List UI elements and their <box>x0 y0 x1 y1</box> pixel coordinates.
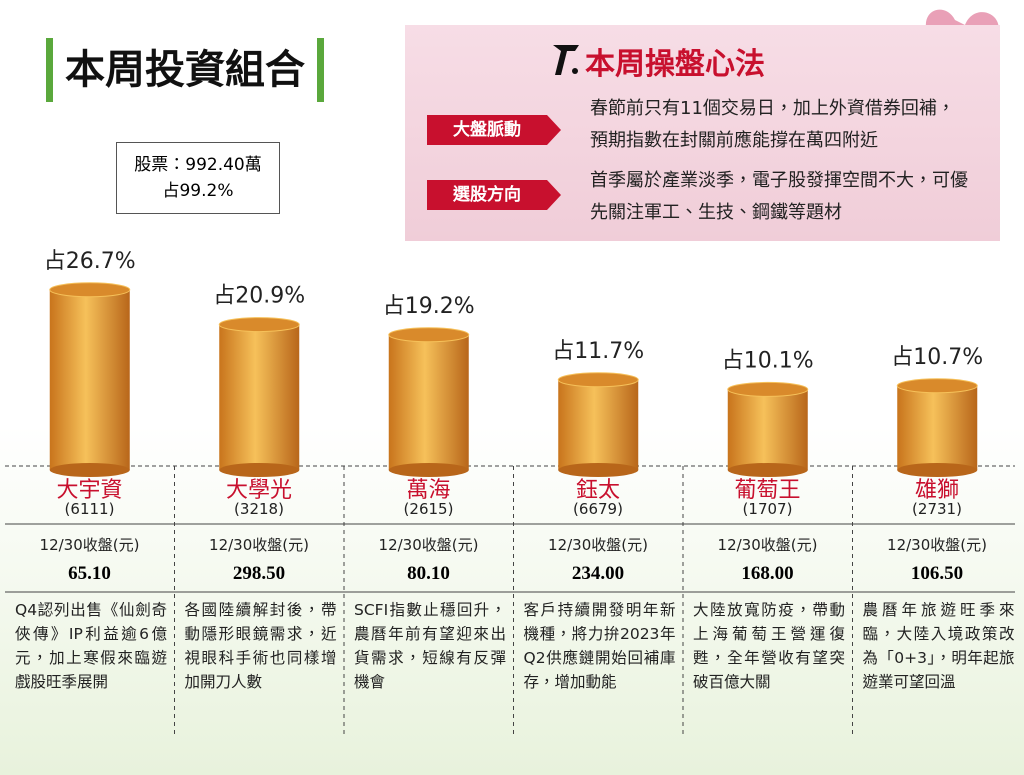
cylinder-top <box>49 282 131 298</box>
note: 各國陸續解封後，帶動隱形眼鏡需求，近視眼科手術也同樣增加開刀人數 <box>184 601 337 691</box>
value-label: 占26.7% <box>44 249 136 274</box>
note: 客戶持續開發明年新機種，將力拚2023年Q2供應鏈開始回補庫存，增加動能 <box>523 601 676 691</box>
cylinder <box>897 385 978 470</box>
cylinder-top <box>896 378 978 394</box>
stock-name: 大宇資 <box>56 478 123 503</box>
stock-code: (3218) <box>234 500 284 518</box>
price: 65.10 <box>68 563 111 584</box>
strategy-text: 首季屬於產業淡季，電子股發揮空間不大，可優先關注軍工、生技、鋼鐵等題材 <box>590 170 968 223</box>
value-label: 占11.7% <box>552 339 644 364</box>
cylinder-base <box>727 463 808 477</box>
value-label: 占10.1% <box>722 348 814 373</box>
price: 168.00 <box>741 563 794 584</box>
price-label: 12/30收盤(元) <box>39 536 140 554</box>
price: 298.50 <box>232 563 286 584</box>
cylinder <box>388 334 469 470</box>
golf-icon <box>553 45 579 75</box>
value-label: 占20.9% <box>213 284 305 309</box>
cylinder-top <box>388 327 470 343</box>
price-label: 12/30收盤(元) <box>378 536 479 554</box>
strategy-label: 選股方向 <box>427 180 561 210</box>
value-label: 占10.7% <box>891 345 983 370</box>
cylinder-base <box>388 463 469 477</box>
price-label: 12/30收盤(元) <box>887 536 987 554</box>
price: 80.10 <box>407 563 450 584</box>
cylinder <box>558 379 639 470</box>
stock-code: (1707) <box>742 500 793 518</box>
note: Q4認列出售《仙劍奇俠傳》IP利益逾6億元，加上寒假來臨遊戲股旺季展開 <box>15 601 167 691</box>
value-label: 占19.2% <box>383 294 475 319</box>
note: 大陸放寬防疫，帶動上海葡萄王營運復甦，全年營收有望突破百億大關 <box>693 601 845 691</box>
cylinder-base <box>49 463 130 477</box>
cylinder <box>49 289 130 470</box>
cylinder-top <box>218 317 300 333</box>
cylinder-top <box>727 381 809 397</box>
stock-code: (2731) <box>912 500 962 518</box>
price-label: 12/30收盤(元) <box>209 536 309 554</box>
stock-name: 大學光 <box>225 478 292 503</box>
price: 106.50 <box>910 563 964 584</box>
holding-box: 股票：992.40萬 占99.2% <box>116 142 280 214</box>
title: 本周投資組合 <box>46 38 324 102</box>
stock-name: 萬海 <box>406 478 451 503</box>
strategy-box: 本周操盤心法 大盤脈動 選股方向 春節前只有11個交易日，加上外資借券回補，預期… <box>405 25 1000 241</box>
strategy-label: 大盤脈動 <box>427 115 561 145</box>
note: SCFI指數止穩回升，農曆年前有望迎來出貨需求，短線有反彈機會 <box>354 601 506 691</box>
note: 農曆年旅遊旺季來臨，大陸入境政策改為「0+3」，明年起旅遊業可望回溫 <box>862 601 1015 691</box>
holding-share: 占99.2% <box>162 181 234 201</box>
price-label: 12/30收盤(元) <box>548 536 648 554</box>
strategy-text: 春節前只有11個交易日，加上外資借券回補，預期指數在封關前應能撐在萬四附近 <box>590 98 955 151</box>
price-label: 12/30收盤(元) <box>717 536 818 554</box>
stock-code: (6111) <box>64 500 115 518</box>
stock-code: (2615) <box>403 500 454 518</box>
holding: 股票：992.40萬 <box>134 155 262 175</box>
cylinder-base <box>219 463 300 477</box>
cylinder <box>219 324 300 470</box>
stock-name: 雄獅 <box>914 478 959 503</box>
stock-code: (6679) <box>573 500 623 518</box>
cylinder-base <box>558 463 639 477</box>
strategy-title: 本周操盤心法 <box>585 47 765 82</box>
stock-name: 鈺太 <box>575 478 620 503</box>
cylinder-base <box>897 463 978 477</box>
cylinder <box>727 389 808 470</box>
cylinder-top <box>557 372 639 388</box>
price: 234.00 <box>571 563 625 584</box>
stock-name: 葡萄王 <box>734 478 801 503</box>
